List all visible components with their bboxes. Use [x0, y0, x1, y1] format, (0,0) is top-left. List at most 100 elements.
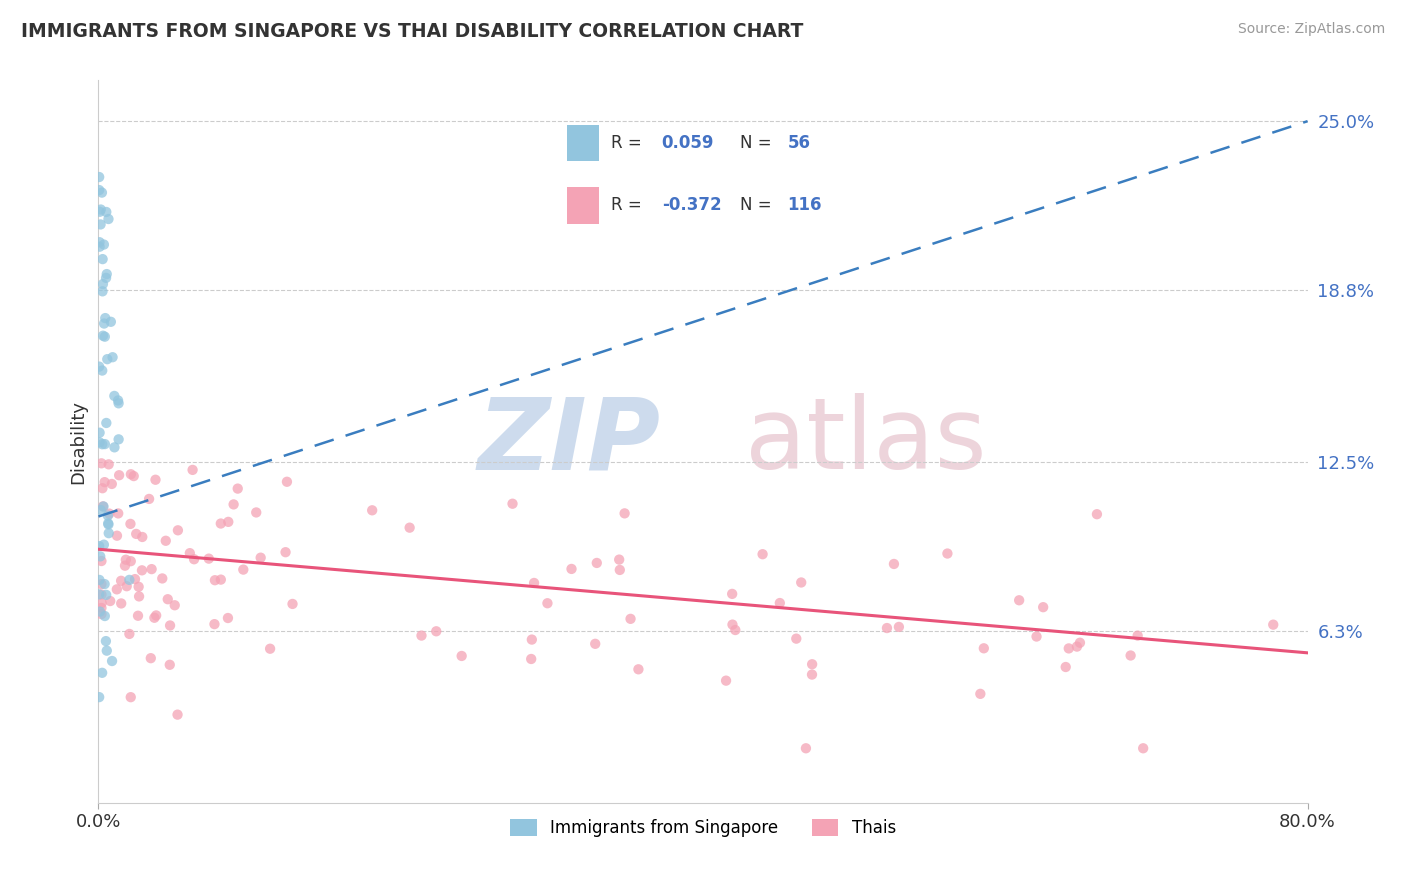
Point	[721, 587, 744, 601]
Point	[536, 596, 558, 610]
Point	[96, 267, 118, 281]
Point	[96, 352, 118, 367]
Point	[89, 240, 111, 254]
Point	[93, 475, 115, 490]
Point	[973, 641, 995, 656]
Point	[90, 588, 112, 602]
Point	[141, 562, 163, 576]
Point	[583, 637, 606, 651]
Point	[103, 389, 125, 403]
Point	[627, 662, 650, 676]
Point	[90, 596, 112, 610]
Point	[91, 363, 114, 377]
Point	[97, 517, 120, 532]
Point	[118, 573, 141, 587]
Point	[801, 667, 824, 681]
Point	[97, 212, 120, 227]
Point	[89, 549, 111, 564]
Point	[89, 183, 111, 197]
Point	[89, 539, 111, 553]
Point	[90, 202, 112, 217]
Point	[936, 547, 959, 561]
Point	[724, 623, 747, 637]
Point	[876, 621, 898, 635]
Point	[90, 554, 112, 568]
Point	[89, 435, 111, 450]
Point	[520, 632, 543, 647]
Point	[93, 317, 115, 331]
Point	[619, 612, 641, 626]
Point	[450, 648, 472, 663]
Point	[131, 563, 153, 577]
Point	[91, 277, 114, 291]
Point	[222, 497, 245, 511]
Point	[101, 350, 124, 364]
Point	[100, 315, 122, 329]
Point	[94, 437, 117, 451]
Text: ZIP: ZIP	[478, 393, 661, 490]
Point	[204, 617, 226, 632]
Point	[101, 477, 124, 491]
Point	[128, 590, 150, 604]
Point	[94, 271, 117, 285]
Point	[1008, 593, 1031, 607]
Point	[107, 433, 129, 447]
Point	[181, 463, 204, 477]
Point	[107, 507, 129, 521]
Point	[90, 186, 112, 200]
Point	[97, 526, 120, 541]
Point	[209, 516, 232, 531]
Point	[721, 617, 744, 632]
Point	[97, 458, 120, 472]
Point	[91, 252, 114, 266]
Point	[90, 577, 112, 591]
Point	[249, 550, 271, 565]
Point	[108, 468, 131, 483]
Point	[93, 237, 115, 252]
Point	[245, 505, 267, 519]
Point	[122, 469, 145, 483]
Point	[97, 516, 120, 531]
Point	[89, 169, 111, 184]
Point	[89, 204, 111, 219]
Point	[114, 558, 136, 573]
Point	[163, 599, 186, 613]
Point	[520, 652, 543, 666]
Point	[90, 456, 112, 470]
Point	[156, 592, 179, 607]
Point	[105, 582, 128, 597]
Point	[96, 416, 118, 430]
Point	[89, 235, 111, 250]
Point	[274, 545, 297, 559]
Point	[150, 571, 173, 585]
Point	[167, 524, 190, 538]
Text: IMMIGRANTS FROM SINGAPORE VS THAI DISABILITY CORRELATION CHART: IMMIGRANTS FROM SINGAPORE VS THAI DISABI…	[21, 22, 803, 41]
Point	[1263, 617, 1285, 632]
Point	[125, 527, 148, 541]
Point	[120, 554, 142, 568]
Point	[124, 572, 146, 586]
Point	[1119, 648, 1142, 663]
Point	[607, 552, 630, 566]
Point	[94, 634, 117, 648]
Point	[118, 627, 141, 641]
Point	[91, 437, 114, 451]
Point	[155, 533, 177, 548]
Point	[94, 609, 117, 624]
Point	[89, 425, 111, 440]
Point	[115, 579, 138, 593]
Point	[98, 507, 121, 521]
Point	[96, 588, 118, 602]
Point	[183, 552, 205, 566]
Point	[91, 481, 114, 495]
Point	[232, 563, 254, 577]
Point	[120, 690, 142, 705]
Point	[94, 311, 117, 326]
Point	[1132, 741, 1154, 756]
Point	[120, 467, 142, 482]
Point	[209, 573, 232, 587]
Point	[159, 657, 181, 672]
Point	[91, 328, 114, 343]
Point	[91, 665, 114, 680]
Point	[217, 611, 239, 625]
